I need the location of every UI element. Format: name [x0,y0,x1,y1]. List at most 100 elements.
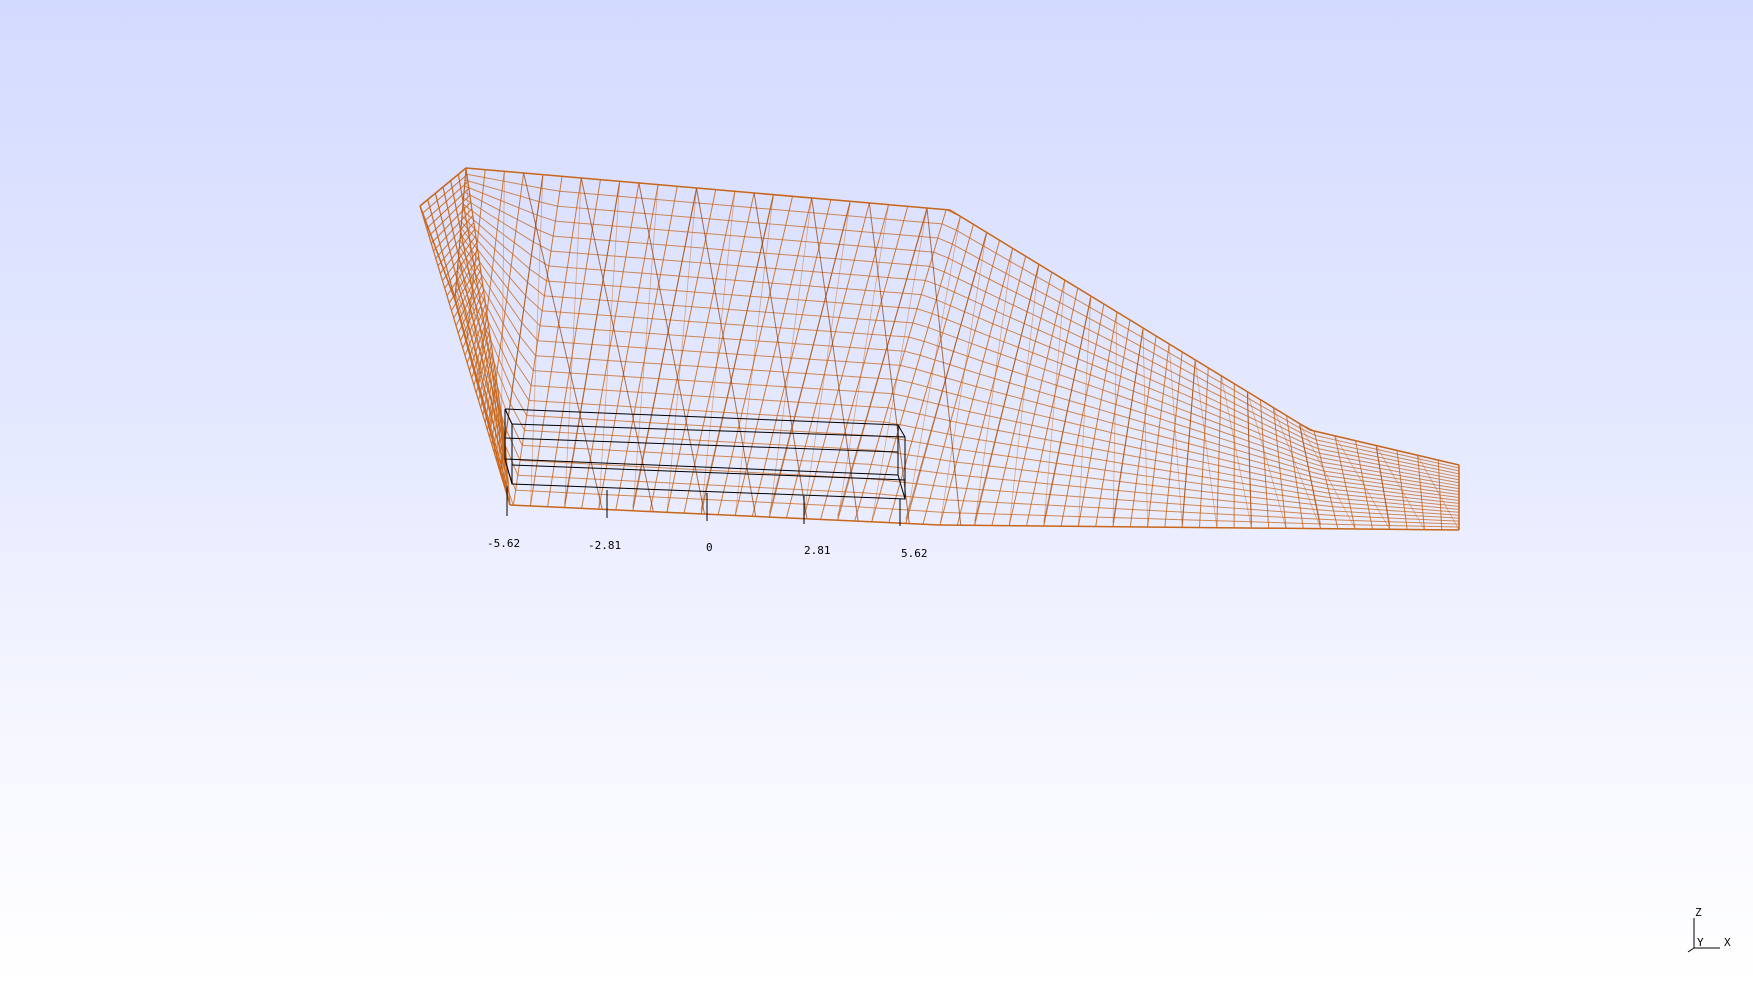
mesh-edge [546,280,566,283]
mesh-edge [1325,479,1346,483]
mesh-edge [1406,521,1424,524]
mesh-edge [1218,458,1235,463]
mesh-edge [549,491,568,494]
mesh-edge [581,298,600,301]
mesh-edge [1248,422,1263,430]
mesh-edge [1031,424,1048,430]
mesh-edge [719,352,738,355]
mesh-edge [1009,316,1025,325]
mesh-edge [1217,513,1235,516]
mesh-edge [1169,478,1186,483]
mesh-edge [1322,466,1343,471]
mesh-edge [992,453,1009,457]
mesh-edge [1171,454,1188,460]
mesh-edge [632,421,651,424]
mesh-edge [1248,428,1263,436]
mesh-edge [1405,514,1424,517]
mesh-edge [1423,519,1442,521]
mesh-edge [519,335,536,357]
mesh-edge [1024,386,1040,393]
mesh-edge [1357,452,1379,458]
mesh-edge [1263,445,1279,453]
mesh-edge [756,428,774,431]
mesh-edge [1201,483,1219,487]
mesh-edge [1309,470,1326,476]
mesh-edge [1032,287,1047,296]
mesh-edge [1037,329,1053,337]
mesh-edge [1152,361,1167,370]
mesh-edge [533,241,552,252]
mesh-edge [1126,338,1141,347]
mesh-edge [1382,486,1403,491]
mesh-edge [663,259,683,262]
mesh-edge [1165,518,1183,521]
mesh-edge [553,356,572,359]
mesh-edge [499,209,518,220]
mesh-edge [1218,465,1235,470]
mesh-edge [1386,509,1405,513]
mesh-edge [728,470,746,473]
mesh-edge [960,512,978,514]
mesh-edge [544,295,563,298]
mesh-edge [560,311,579,314]
mesh-edge [1087,477,1104,481]
mesh-edge [838,389,857,392]
mesh-edge [525,295,543,312]
mesh-edge [707,322,726,325]
mesh-edge [434,193,509,484]
mesh-edge [749,457,767,460]
mesh-edge [539,445,558,448]
mesh-edge [458,257,473,288]
mesh-edge [571,237,591,240]
mesh-edge [939,524,1460,531]
mesh-edge [1029,363,1045,370]
mesh-edge [1310,480,1328,485]
mesh-edge [1234,389,1248,399]
mesh-edge [509,504,941,526]
mesh-edge [557,446,575,449]
mesh-edge [457,174,507,451]
mesh-edge [974,266,1040,522]
mesh-edge [693,468,711,471]
mesh-edge [1234,416,1249,424]
mesh-edge [965,251,980,260]
mesh-edge [1388,521,1407,523]
mesh-edge [1234,488,1251,492]
mesh-edge [555,341,575,344]
mesh-edge [985,414,1001,419]
mesh-edge [861,304,881,307]
mesh-edge [1400,478,1421,483]
mesh-edge [747,310,766,313]
mesh-edge [1311,485,1329,490]
mesh-edge [1123,357,1138,365]
mesh-edge [1328,488,1347,492]
mesh-edge [595,208,615,212]
mesh-edge [953,474,970,477]
mesh-edge [971,284,986,293]
mesh-edge [597,194,618,197]
mesh-edge [1440,497,1460,501]
mesh-edge [1234,455,1250,461]
mesh-edge [1023,323,1039,331]
mesh-edge [1290,440,1305,448]
mesh-edge [572,462,590,465]
mesh-edge [1439,484,1460,490]
mesh-edge [1440,513,1460,516]
mesh-edge [1298,497,1315,501]
mesh-edge [1174,423,1191,429]
mesh-edge [1118,490,1136,493]
mesh-edge [1126,435,1143,441]
mesh-edge [559,190,579,194]
mesh-edge [1150,501,1168,504]
mesh-edge [1122,366,1137,374]
mesh-edge [946,318,962,326]
mesh-edge [931,373,947,379]
mesh-edge [1095,343,1111,352]
mesh-edge [1315,504,1333,508]
mesh-edge [1439,491,1460,496]
mesh-edge [1251,515,1268,517]
mesh-edge [562,296,582,300]
mesh-edge [564,177,582,508]
mesh-edge [506,430,521,461]
